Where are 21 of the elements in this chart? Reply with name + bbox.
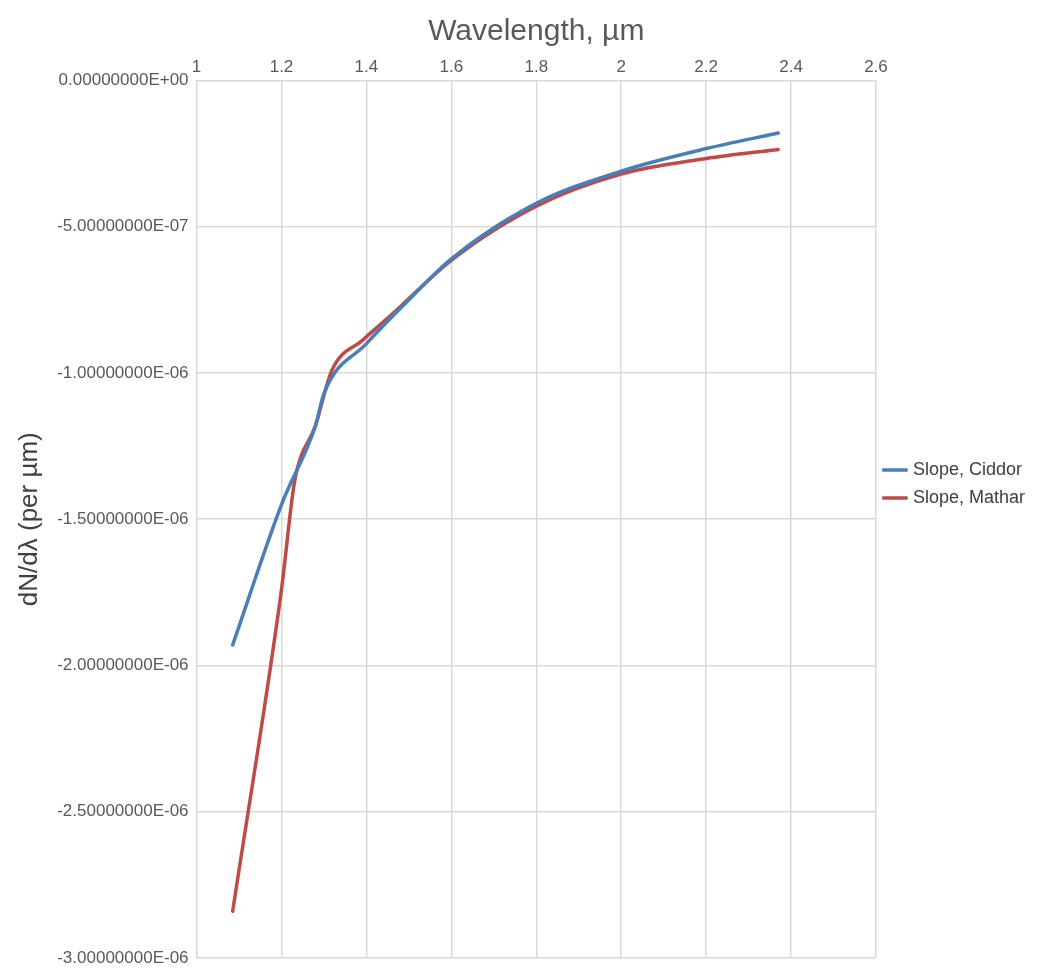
x-tick-label: 1.2: [269, 56, 294, 76]
y-tick-label: -1.00000000E-06: [57, 362, 189, 382]
line-series: [230, 131, 781, 647]
x-tick-label: 2.2: [694, 56, 718, 76]
x-tick-label: 1.4: [354, 56, 379, 76]
x-tick-label: 1.8: [524, 56, 549, 76]
x-tick-label: 2.4: [779, 56, 803, 76]
y-tick-label: 0.00000000E+00: [58, 70, 189, 90]
legend-label: Slope, Mathar: [912, 486, 1026, 507]
x-tick-label: 2.6: [864, 56, 888, 76]
legend-label: Slope, Ciddor: [912, 458, 1023, 479]
x-tick-label: 1.6: [439, 56, 464, 76]
y-tick-label: -2.00000000E-06: [57, 655, 189, 675]
y-tick-label: -3.00000000E-06: [57, 947, 189, 967]
y-tick-label: -2.50000000E-06: [57, 801, 189, 821]
y-tick-label: -5.00000000E-07: [57, 216, 189, 236]
x-tick-label: 2: [616, 56, 626, 76]
y-axis-title: dN/dλ (per µm): [12, 432, 43, 607]
x-axis-title: Wavelength, µm: [428, 13, 645, 47]
x-tick-label: 1: [191, 56, 202, 76]
y-tick-label: -1.50000000E-06: [57, 508, 189, 528]
